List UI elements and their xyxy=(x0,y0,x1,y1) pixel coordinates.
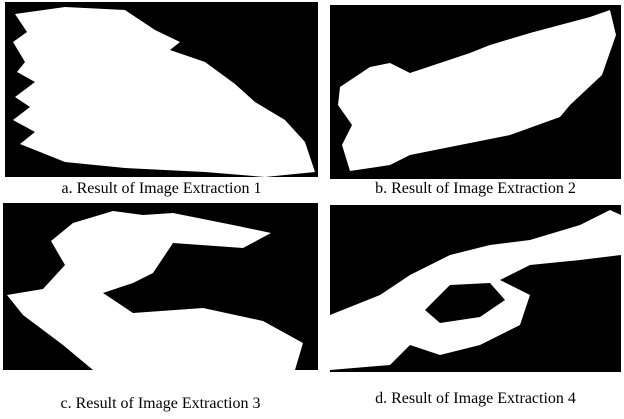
caption: a. Result of Image Extraction 1 xyxy=(5,180,318,198)
image-c xyxy=(3,203,318,370)
figure: a. Result of Image Extraction 1 b. Resul… xyxy=(0,0,624,419)
image-a xyxy=(5,2,318,177)
caption: d. Result of Image Extraction 4 xyxy=(330,390,621,408)
image-d xyxy=(330,205,621,372)
image-b xyxy=(330,5,621,179)
caption: c. Result of Image Extraction 3 xyxy=(3,395,318,413)
caption: b. Result of Image Extraction 2 xyxy=(330,180,621,198)
